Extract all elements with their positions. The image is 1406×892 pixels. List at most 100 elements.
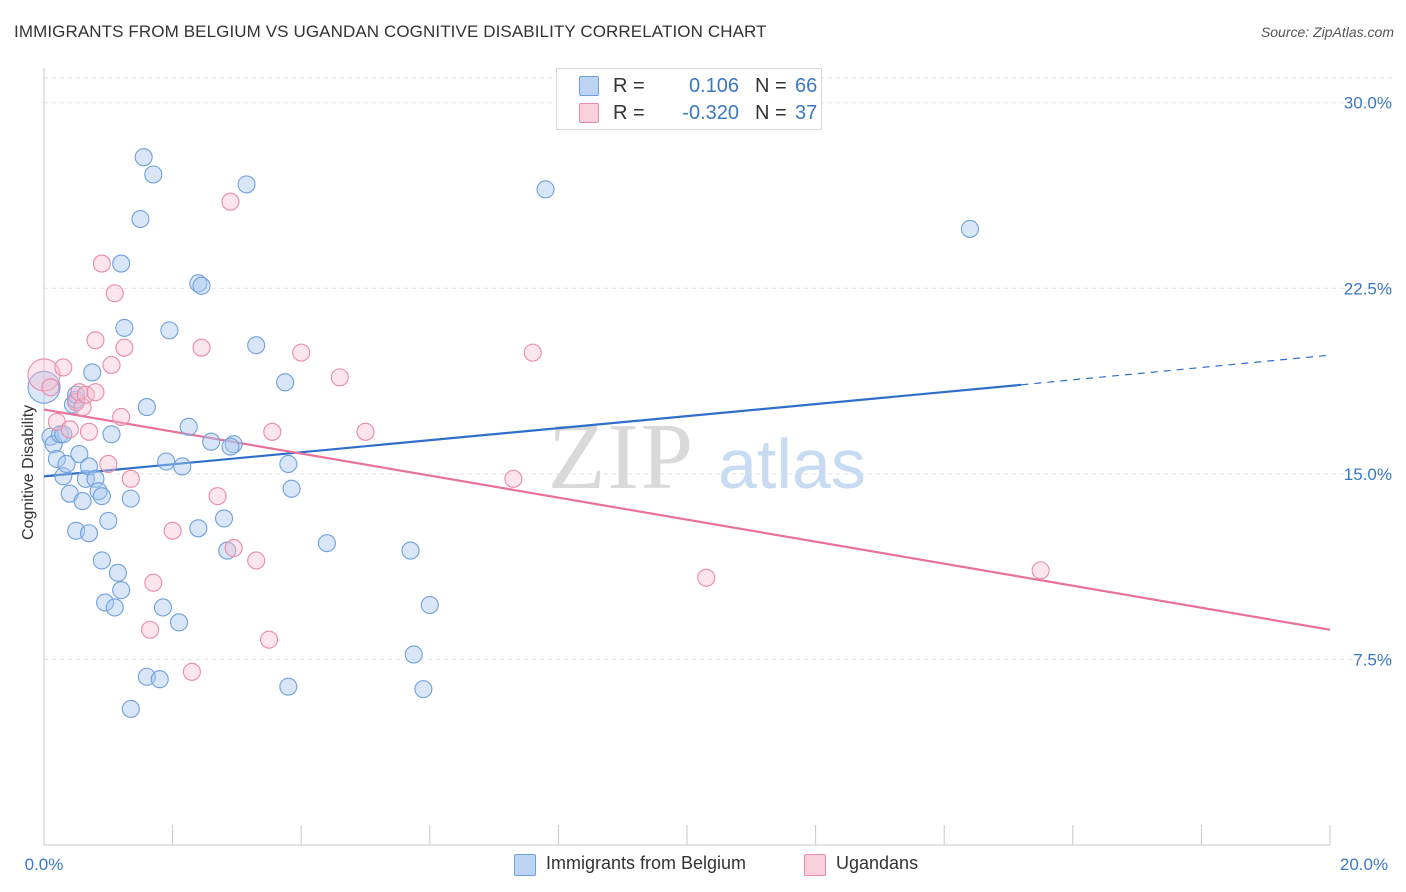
point-belgium — [401, 541, 420, 560]
bottom-swatch-belgium — [514, 854, 536, 876]
axes — [43, 68, 1331, 846]
point-belgium — [404, 645, 423, 664]
point-belgium — [247, 336, 266, 355]
point-belgium — [92, 487, 111, 506]
point-belgium — [150, 670, 169, 689]
point-belgium — [214, 509, 234, 528]
point-belgium — [57, 454, 76, 474]
chart-title: IMMIGRANTS FROM BELGIUM VS UGANDAN COGNI… — [14, 22, 767, 41]
point-belgium — [420, 595, 439, 615]
point-belgium — [73, 492, 92, 511]
point-ugandans — [224, 539, 243, 558]
point-belgium — [70, 445, 89, 464]
bottom-swatch-ugandans — [804, 854, 826, 876]
point-ugandans — [99, 454, 118, 474]
watermark-zip: ZIP — [548, 405, 695, 509]
point-belgium — [279, 677, 298, 696]
legend-swatch-belgium — [579, 76, 599, 96]
point-belgium — [115, 318, 134, 337]
point-belgium — [279, 454, 298, 474]
trend-line-belgium-extension — [1021, 354, 1331, 386]
point-ugandans — [523, 343, 542, 362]
point-ugandans — [263, 422, 282, 441]
point-belgium — [173, 457, 192, 476]
point-belgium — [276, 373, 295, 392]
point-belgium — [237, 175, 256, 194]
y-tick-label: 15.0% — [1344, 465, 1392, 484]
legend-n-label: N = — [755, 75, 787, 97]
point-ugandans — [92, 254, 111, 273]
point-belgium — [536, 180, 555, 199]
point-belgium — [89, 482, 108, 501]
legend-n-value: 66 — [795, 75, 818, 97]
y-tick-label: 7.5% — [1353, 650, 1392, 669]
point-ugandans — [102, 355, 121, 375]
point-belgium — [47, 449, 66, 469]
point-ugandans — [208, 487, 227, 506]
point-ugandans — [115, 338, 134, 357]
point-ugandans — [1031, 561, 1050, 580]
point-ugandans — [163, 521, 182, 540]
point-belgium — [79, 524, 99, 543]
bottom-legend-label: Immigrants from Belgium — [546, 853, 747, 873]
y-tick-label: 30.0% — [1344, 94, 1392, 113]
y-tick-label: 22.5% — [1344, 279, 1392, 298]
legend-n-label: N = — [755, 102, 787, 124]
point-ugandans — [105, 284, 124, 303]
point-belgium — [144, 165, 163, 184]
trend-lines — [43, 354, 1331, 631]
point-belgium — [189, 519, 208, 538]
point-ugandans — [192, 338, 211, 357]
point-belgium — [121, 489, 140, 508]
watermark-atlas: atlas — [718, 425, 866, 503]
trend-line-ugandans — [43, 408, 1331, 631]
legend-r-label: R = — [613, 75, 645, 97]
point-ugandans — [504, 469, 523, 488]
point-ugandans — [121, 469, 140, 488]
point-ugandans — [330, 368, 349, 387]
point-belgium — [282, 479, 301, 498]
point-ugandans — [41, 378, 60, 397]
point-belgium — [160, 321, 179, 340]
point-belgium — [192, 276, 211, 295]
point-belgium — [202, 432, 221, 451]
point-belgium — [105, 598, 124, 617]
legend-n-value: 37 — [795, 102, 818, 124]
point-belgium — [108, 563, 127, 582]
point-belgium — [96, 593, 115, 612]
point-belgium — [317, 534, 336, 553]
point-belgium — [102, 425, 121, 444]
point-belgium — [224, 435, 243, 454]
point-ugandans — [86, 383, 105, 402]
y-axis-label: Cognitive Disability — [20, 404, 37, 540]
legend-r-value: -0.320 — [682, 102, 739, 124]
point-belgium — [121, 699, 140, 718]
point-belgium — [131, 209, 150, 229]
point-ugandans — [141, 620, 160, 639]
point-belgium — [92, 551, 111, 570]
data-points — [27, 148, 1050, 718]
x-tick-label: 20.0% — [1340, 855, 1388, 874]
point-belgium — [414, 680, 433, 699]
point-ugandans — [112, 407, 131, 427]
legend-r-value: 0.106 — [688, 75, 739, 97]
point-belgium — [189, 274, 208, 293]
point-belgium — [179, 417, 198, 436]
point-ugandans — [292, 343, 311, 362]
legend-swatch-ugandans — [579, 103, 599, 123]
stats-legend: R = 0.106 N = 66 R = -0.320 N = 37 — [556, 68, 822, 130]
point-belgium — [112, 254, 131, 273]
point-ugandans — [79, 422, 99, 441]
point-belgium — [99, 511, 118, 530]
point-belgium — [169, 613, 189, 632]
point-ugandans — [259, 630, 279, 649]
point-belgium — [960, 219, 979, 238]
trend-line-belgium — [43, 383, 1022, 478]
point-belgium — [112, 581, 131, 600]
point-belgium — [137, 398, 156, 417]
bottom-legend-label: Ugandans — [836, 853, 919, 873]
point-belgium — [157, 452, 176, 471]
x-tick-label: 0.0% — [25, 855, 64, 874]
point-ugandans — [86, 331, 105, 350]
